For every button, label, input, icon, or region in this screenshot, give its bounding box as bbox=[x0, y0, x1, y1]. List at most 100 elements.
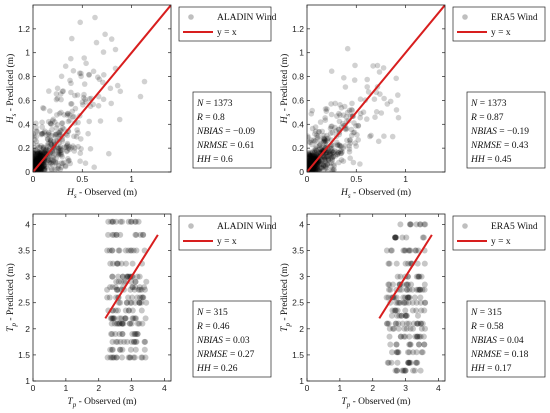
data-point bbox=[132, 218, 139, 225]
data-point bbox=[310, 167, 317, 172]
data-point bbox=[309, 169, 316, 172]
data-point bbox=[410, 325, 416, 332]
data-point bbox=[411, 294, 418, 301]
data-point bbox=[393, 107, 400, 113]
data-point bbox=[307, 156, 312, 163]
data-point bbox=[62, 63, 69, 69]
data-point bbox=[48, 121, 55, 128]
data-point bbox=[315, 150, 321, 157]
data-point bbox=[45, 136, 51, 143]
data-point bbox=[92, 14, 98, 21]
data-point bbox=[327, 130, 334, 137]
data-point bbox=[33, 152, 39, 158]
data-point bbox=[405, 294, 412, 301]
data-point bbox=[124, 338, 131, 345]
data-point bbox=[309, 155, 315, 162]
data-point bbox=[129, 294, 136, 301]
data-point bbox=[311, 165, 318, 172]
data-point bbox=[38, 164, 45, 170]
data-point bbox=[395, 114, 402, 121]
data-point bbox=[346, 146, 353, 152]
data-point bbox=[405, 260, 412, 267]
data-point bbox=[83, 60, 89, 67]
data-point bbox=[132, 278, 139, 285]
data-point bbox=[109, 284, 116, 291]
data-point bbox=[374, 62, 381, 69]
data-point bbox=[77, 19, 83, 26]
data-point bbox=[38, 143, 44, 149]
data-point bbox=[319, 161, 325, 167]
data-point bbox=[331, 166, 337, 172]
data-point bbox=[35, 155, 41, 162]
data-point bbox=[109, 338, 116, 345]
data-point bbox=[403, 234, 410, 241]
data-point bbox=[110, 315, 117, 322]
data-point bbox=[315, 161, 322, 168]
data-point bbox=[326, 149, 332, 156]
data-point bbox=[66, 143, 72, 150]
data-point bbox=[318, 165, 325, 171]
data-point bbox=[321, 135, 328, 142]
data-point bbox=[364, 84, 371, 90]
data-point bbox=[66, 157, 72, 164]
data-point bbox=[307, 157, 314, 163]
data-point bbox=[324, 135, 331, 142]
data-point bbox=[52, 119, 58, 125]
data-point bbox=[327, 151, 333, 157]
data-point bbox=[422, 299, 429, 306]
data-point bbox=[134, 294, 141, 301]
data-point bbox=[313, 132, 320, 139]
data-point bbox=[65, 118, 72, 125]
data-point bbox=[350, 129, 357, 136]
data-point bbox=[342, 143, 348, 149]
data-point bbox=[327, 155, 334, 162]
data-point bbox=[387, 341, 394, 348]
data-point bbox=[139, 294, 146, 301]
data-point bbox=[125, 218, 132, 225]
data-point bbox=[40, 145, 47, 152]
data-point bbox=[54, 122, 61, 128]
data-point bbox=[307, 161, 311, 168]
data-point bbox=[312, 124, 319, 130]
data-point bbox=[316, 168, 322, 172]
data-point bbox=[381, 133, 387, 139]
data-point bbox=[122, 307, 129, 314]
data-point bbox=[419, 286, 426, 293]
data-point bbox=[132, 231, 139, 238]
data-point bbox=[312, 131, 318, 137]
data-point bbox=[417, 286, 424, 293]
data-point bbox=[36, 151, 43, 158]
data-point bbox=[70, 143, 76, 149]
data-point bbox=[38, 164, 44, 170]
data-point bbox=[82, 96, 88, 103]
data-point bbox=[394, 273, 401, 280]
data-point bbox=[82, 160, 89, 166]
data-point bbox=[33, 156, 37, 163]
stats-box bbox=[192, 91, 272, 169]
data-point bbox=[322, 159, 329, 165]
data-point bbox=[385, 260, 392, 267]
stat-line: R = 0.87 bbox=[470, 113, 504, 123]
data-point bbox=[422, 299, 428, 306]
data-point bbox=[328, 68, 335, 74]
data-point bbox=[348, 126, 355, 133]
data-point bbox=[123, 260, 129, 267]
data-point bbox=[308, 154, 315, 161]
data-point bbox=[33, 155, 38, 162]
data-point bbox=[388, 312, 395, 319]
data-point bbox=[414, 359, 421, 366]
data-point bbox=[113, 354, 120, 361]
data-point bbox=[138, 354, 145, 361]
data-point bbox=[317, 160, 324, 166]
data-point bbox=[402, 294, 409, 301]
data-point bbox=[47, 120, 54, 127]
data-point bbox=[342, 84, 349, 90]
data-point bbox=[135, 218, 142, 225]
data-point bbox=[36, 156, 42, 162]
y-tick-label: 0.8 bbox=[18, 72, 30, 82]
data-point bbox=[316, 149, 323, 155]
data-point bbox=[347, 137, 353, 143]
data-point bbox=[33, 159, 38, 166]
data-point bbox=[44, 165, 51, 171]
data-point bbox=[38, 168, 44, 172]
